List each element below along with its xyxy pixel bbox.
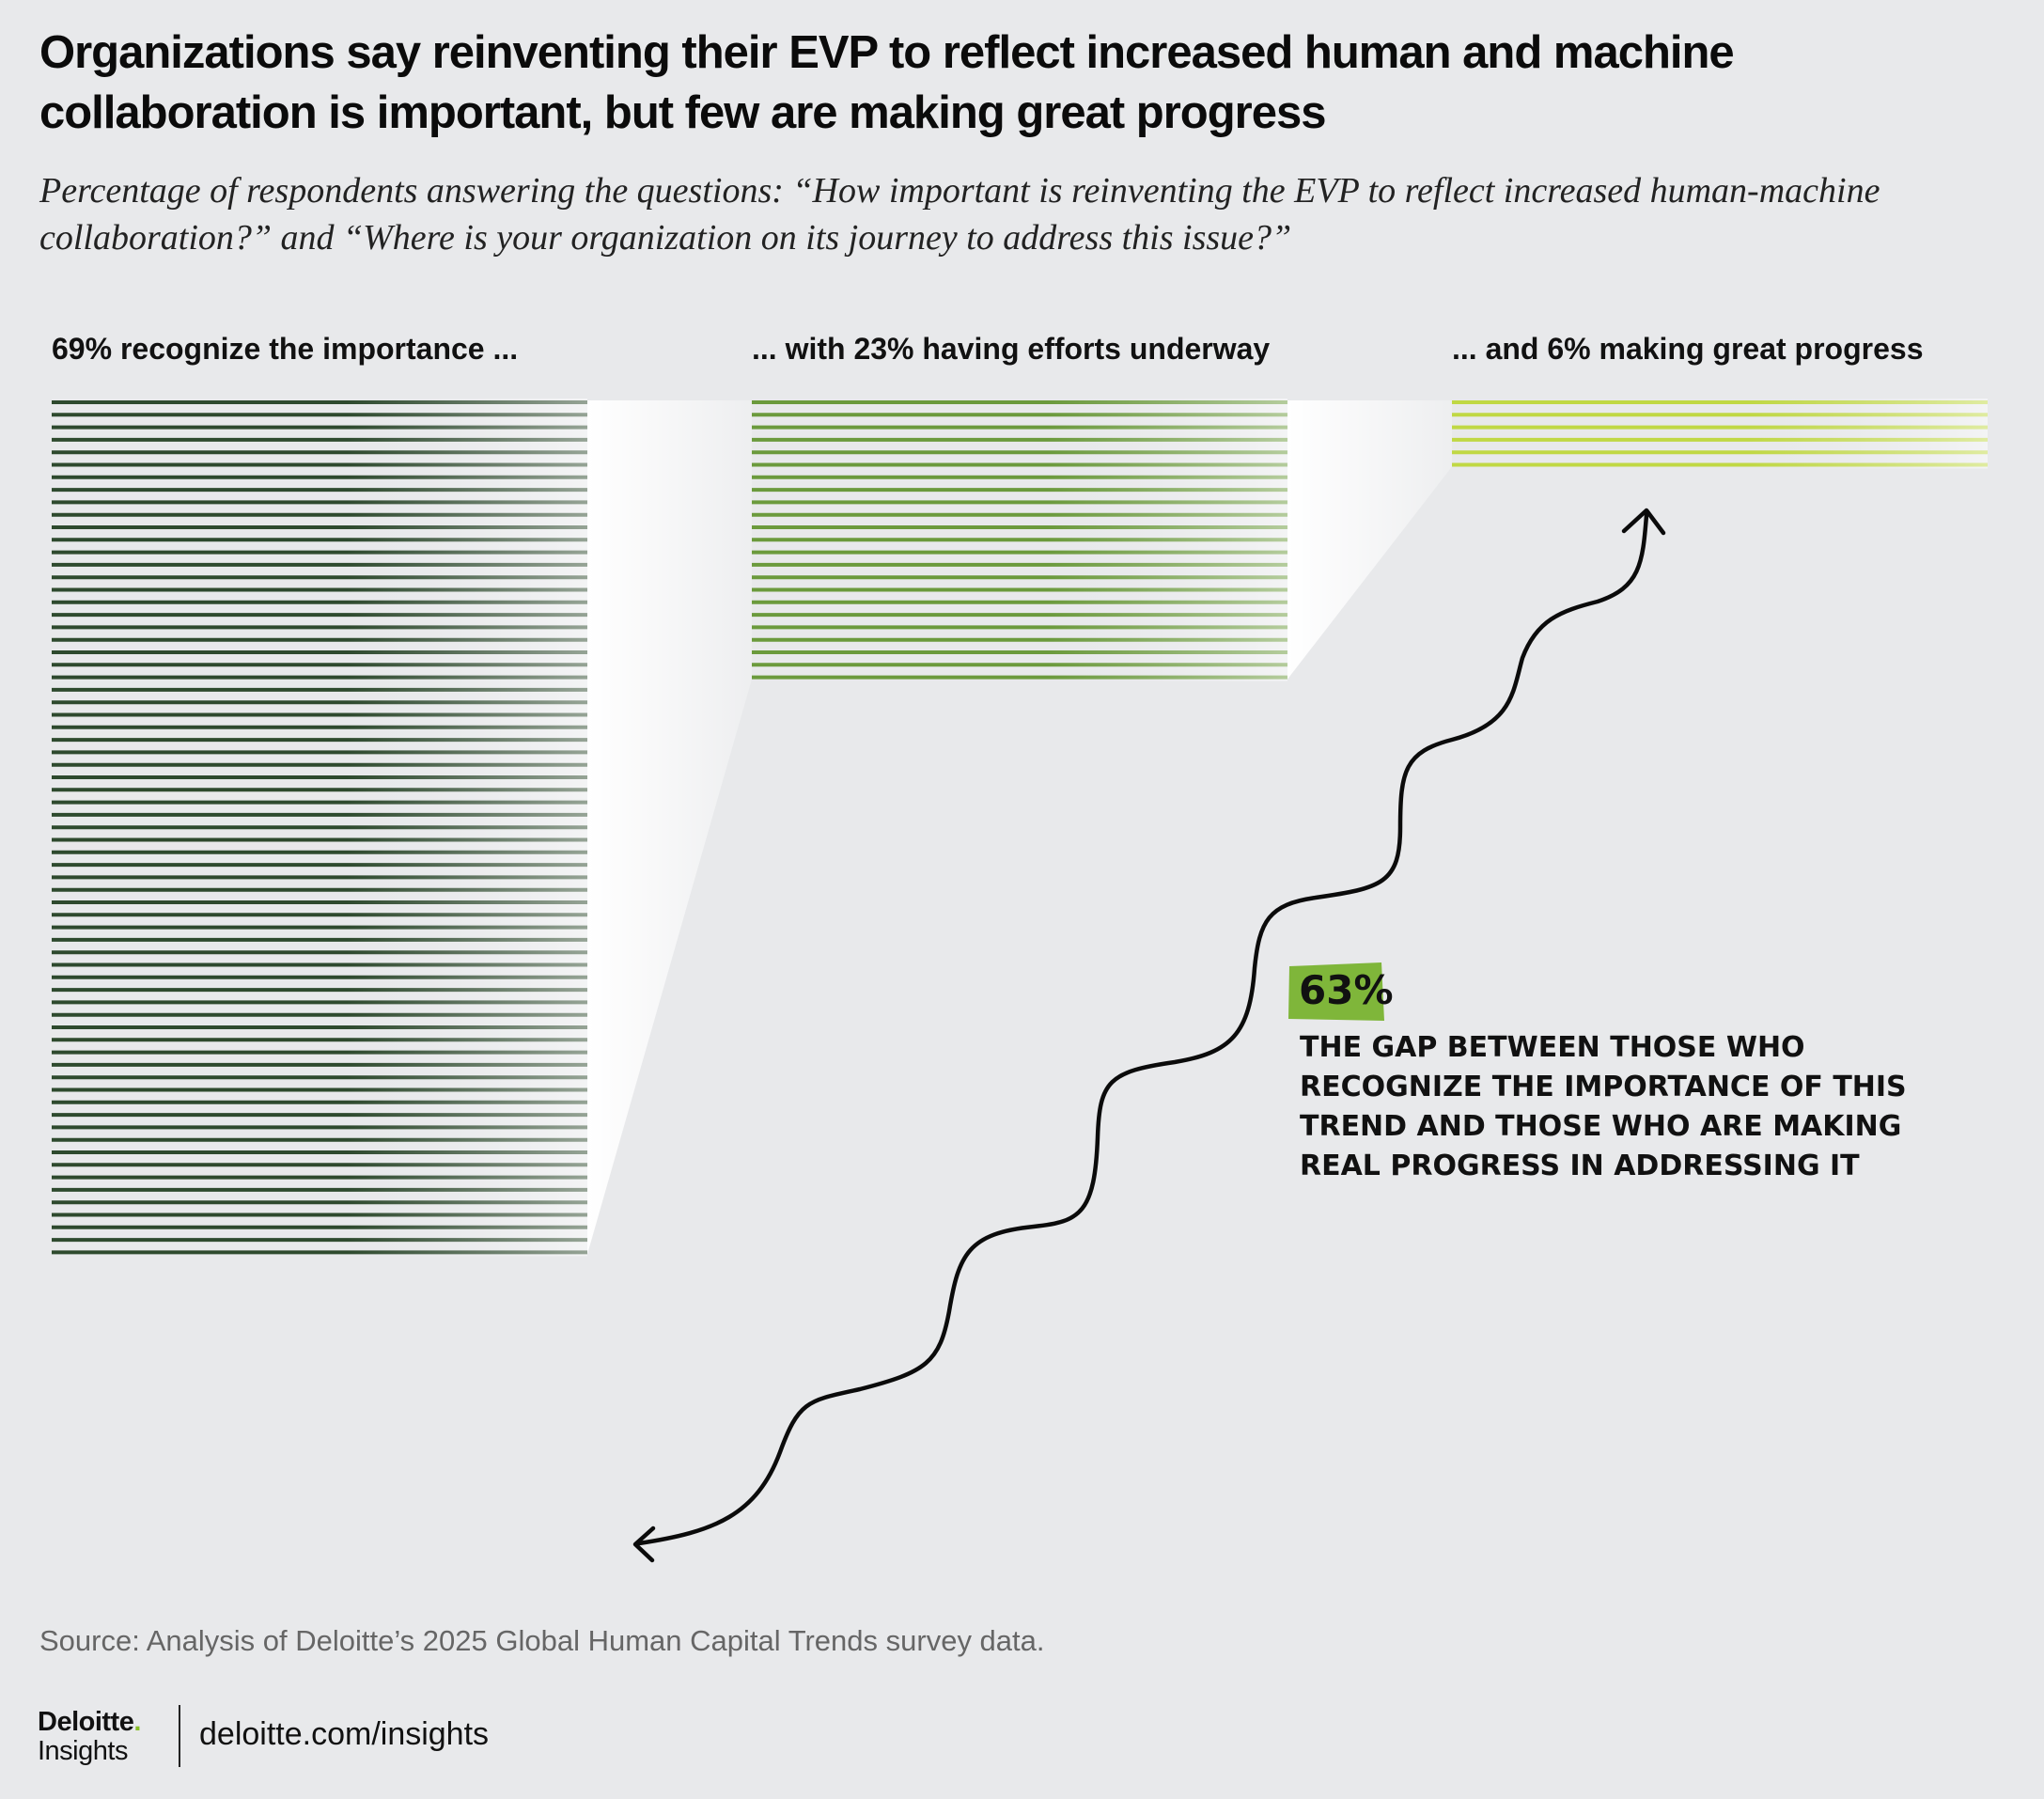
arrow-head-bottom xyxy=(632,1525,656,1563)
funnel-connector-2 xyxy=(1287,400,1452,680)
chart-title: Organizations say reinventing their EVP … xyxy=(39,27,1735,138)
column-labels: 69% recognize the importance ... ... with… xyxy=(52,332,1923,366)
chart-area: 69% recognize the importance ... ... with… xyxy=(52,332,1988,1563)
bar-2 xyxy=(752,399,1287,681)
gap-value: 63% xyxy=(1299,967,1394,1013)
gap-text-line-3: TREND AND THOSE WHO ARE MAKING xyxy=(1300,1110,1901,1143)
gap-text-line-4: REAL PROGRESS IN ADDRESSING IT xyxy=(1300,1150,1860,1182)
bar-3-fade xyxy=(1746,399,1988,469)
bar-1-label: 69% recognize the importance ... xyxy=(52,332,518,366)
gap-text-line-1: THE GAP BETWEEN THOSE WHO xyxy=(1300,1031,1805,1064)
source-note: Source: Analysis of Deloitte’s 2025 Glob… xyxy=(39,1624,1045,1657)
gap-annotation: 63% THE GAP BETWEEN THOSE WHO RECOGNIZE … xyxy=(1288,962,1907,1182)
bar-3-label: ... and 6% making great progress xyxy=(1452,332,1923,366)
deloitte-insights-logo: Deloitte. Insights xyxy=(38,1709,141,1765)
bar-2-fade xyxy=(1046,399,1287,681)
bar-2-label: ... with 23% having efforts underway xyxy=(752,332,1270,366)
squiggle-arrow xyxy=(632,508,1666,1563)
logo-dot: . xyxy=(133,1707,142,1737)
logo-brand: Deloitte xyxy=(38,1707,134,1737)
funnel-connector-1 xyxy=(587,400,752,1255)
funnel-connectors xyxy=(587,400,1452,1255)
footer-divider xyxy=(179,1705,180,1767)
chart-subtitle: Percentage of respondents answering the … xyxy=(39,171,1880,258)
footer-url[interactable]: deloitte.com/insights xyxy=(199,1716,490,1752)
bar-stacks xyxy=(52,399,1988,1257)
value-highlight xyxy=(1288,962,1384,1021)
arrow-head-top xyxy=(1621,508,1666,536)
squiggle-path xyxy=(636,512,1649,1546)
gap-text-line-2: RECOGNIZE THE IMPORTANCE OF THIS xyxy=(1300,1071,1907,1103)
bar-1 xyxy=(52,399,587,1257)
bar-3 xyxy=(1452,399,1988,469)
bar-1-fade xyxy=(346,399,587,1257)
logo-sub: Insights xyxy=(38,1736,128,1766)
